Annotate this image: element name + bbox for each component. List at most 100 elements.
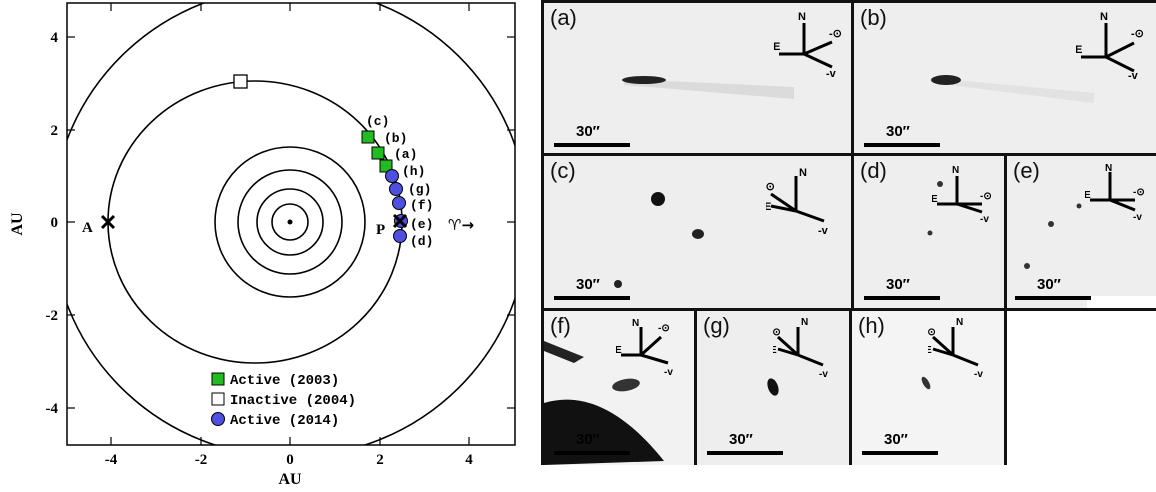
compass-sun: -⊙ xyxy=(1131,28,1144,40)
obs-label-d: (d) xyxy=(410,234,433,249)
compass-north: N xyxy=(956,317,963,328)
compass-east: E xyxy=(773,345,777,356)
comet-image xyxy=(1024,203,1156,308)
panel-c: (c) N E -⊙ -v 30″ xyxy=(544,156,851,308)
y-tick-label: -2 xyxy=(46,308,59,324)
legend-marker-inactive-2004 xyxy=(211,392,225,406)
compass-velocity: -v xyxy=(1128,70,1139,79)
compass-velocity: -v xyxy=(974,369,983,380)
panel-f: (f) N E -⊙ -v 30″ xyxy=(544,311,694,465)
obs-label-f: (f) xyxy=(410,198,433,213)
compass-north: N xyxy=(798,11,806,23)
orbit-diagram: -4 -2 0 2 4 4 2 0 -2 -4 AU AU A xyxy=(9,2,516,488)
comet-image xyxy=(921,376,931,390)
orbit-ring xyxy=(256,188,324,256)
active-2014-marker-h xyxy=(385,169,399,183)
legend-label: Active (2014) xyxy=(230,413,339,429)
compass-east: E xyxy=(932,194,938,205)
perihelion-label: P xyxy=(376,222,385,238)
scale-label: 30″ xyxy=(884,431,908,448)
compass-east: E xyxy=(616,345,622,356)
x-tick-label: -2 xyxy=(195,452,208,468)
active-2014-marker-d xyxy=(393,229,407,243)
compass-velocity: -v xyxy=(664,367,673,378)
compass-east: E xyxy=(774,41,780,53)
panel-e: (e) N E -⊙ -v 30″ xyxy=(1007,156,1156,308)
obs-label-h: (h) xyxy=(402,164,425,179)
scale-bar xyxy=(554,143,630,147)
panel-a: (a) N E -⊙ -v 30″ xyxy=(544,3,851,153)
x-tick-label: 2 xyxy=(376,452,384,468)
panel-g: (g) N E -⊙ -v 30″ xyxy=(697,311,849,465)
scale-label: 30″ xyxy=(886,123,910,140)
legend-marker-active-2003 xyxy=(211,372,225,386)
sun-icon xyxy=(287,219,293,225)
y-tick-label: 2 xyxy=(51,123,59,139)
compass-sun: -⊙ xyxy=(1133,187,1145,198)
aphelion-cross-icon xyxy=(100,214,116,230)
orbit-ring xyxy=(237,169,343,275)
compass-north: N xyxy=(632,318,639,329)
orbit-ring xyxy=(271,203,309,241)
x-axis-label: AU xyxy=(278,471,302,488)
compass-sun: -⊙ xyxy=(980,191,992,202)
panel-b: (b) N E -⊙ -v 30″ xyxy=(854,3,1156,153)
obs-label-g: (g) xyxy=(408,182,431,197)
panel-label: (g) xyxy=(703,313,730,338)
compass-velocity: -v xyxy=(826,68,837,79)
comet-image xyxy=(927,181,943,236)
compass-sun: -⊙ xyxy=(658,323,670,334)
compass-east: E xyxy=(1085,190,1091,201)
comet-image xyxy=(614,192,704,288)
scale-label: 30″ xyxy=(576,431,600,448)
compass-east: E xyxy=(1076,44,1082,56)
compass-icon: N E -⊙ -v xyxy=(932,165,992,225)
panel-label: (a) xyxy=(550,5,577,30)
compass-east: E xyxy=(766,201,771,213)
x-tick-label: 4 xyxy=(465,452,473,468)
panel-label: (e) xyxy=(1013,158,1040,183)
obs-label-c: (c) xyxy=(366,114,389,129)
scale-label: 30″ xyxy=(576,276,600,293)
compass-north: N xyxy=(1105,163,1112,174)
panel-label: (f) xyxy=(550,313,571,338)
compass-north: N xyxy=(952,165,959,176)
x-tick-label: 0 xyxy=(286,452,294,468)
y-tick-label: 0 xyxy=(51,215,59,231)
compass-velocity: -v xyxy=(818,225,829,236)
x-tick-label: -4 xyxy=(105,452,118,468)
active-2003-marker-a xyxy=(379,159,393,173)
compass-icon: N E -⊙ -v xyxy=(774,11,842,79)
perihelion-cross-icon xyxy=(392,213,408,229)
legend-label: Active (2003) xyxy=(230,373,339,389)
compass-icon: N E -⊙ -v xyxy=(766,167,829,236)
compass-sun: -⊙ xyxy=(773,327,781,338)
y-axis-label: AU xyxy=(9,212,26,236)
active-2014-marker-g xyxy=(389,182,403,196)
legend-marker-active-2014 xyxy=(211,412,225,426)
obs-label-a: (a) xyxy=(394,147,417,162)
scale-label: 30″ xyxy=(576,123,600,140)
scale-label: 30″ xyxy=(729,431,753,448)
empty-slot xyxy=(1007,311,1156,465)
scale-bar xyxy=(707,451,783,455)
compass-icon: N E -⊙ -v xyxy=(616,318,673,378)
active-2003-marker-c xyxy=(361,130,375,144)
compass-icon: N E -⊙ -v xyxy=(928,317,983,380)
vernal-equinox-direction: ♈→ xyxy=(448,216,474,234)
active-2003-marker-b xyxy=(371,146,385,160)
scale-label: 30″ xyxy=(1037,276,1061,293)
panel-d: (d) N E -⊙ -v 30″ xyxy=(854,156,1004,308)
comet-image xyxy=(767,378,779,396)
image-grid: (a) N E -⊙ -v 30″ (b) N E -⊙ -v 30″ xyxy=(541,0,1156,465)
panel-h: (h) N E -⊙ -v 30″ xyxy=(852,311,1004,465)
compass-velocity: -v xyxy=(819,369,828,380)
compass-icon: N E -⊙ -v xyxy=(1085,163,1145,223)
aphelion-label: A xyxy=(82,220,93,236)
panel-label: (h) xyxy=(858,313,885,338)
y-tick-label: 4 xyxy=(51,30,59,46)
obs-label-b: (b) xyxy=(384,131,407,146)
y-tick-label: -4 xyxy=(46,401,59,417)
compass-north: N xyxy=(799,167,807,179)
comet-image xyxy=(931,75,1094,103)
